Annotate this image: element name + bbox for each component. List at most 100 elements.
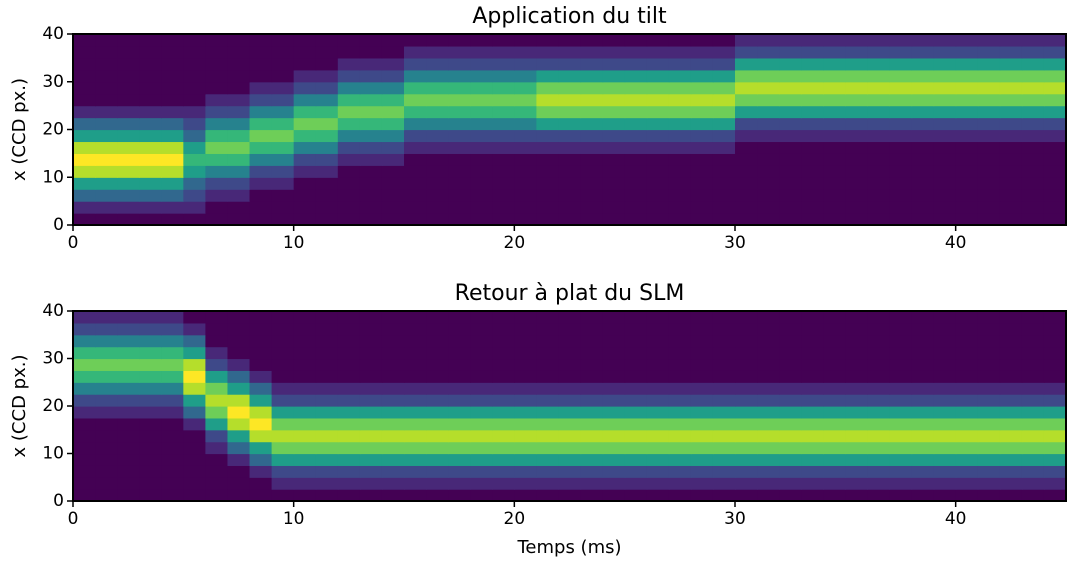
heatmap-cell <box>1021 358 1045 371</box>
heatmap-cell <box>735 382 758 395</box>
heatmap-cell <box>161 69 184 83</box>
heatmap-cell <box>293 465 317 478</box>
heatmap-cell <box>580 213 604 226</box>
heatmap-cell <box>95 489 118 502</box>
heatmap-cell <box>1043 322 1067 336</box>
heatmap-cell <box>448 429 471 443</box>
heatmap-cell <box>867 165 891 178</box>
heatmap-cell <box>668 394 692 407</box>
heatmap-cell <box>624 153 648 166</box>
heatmap-cell <box>359 406 383 419</box>
heatmap-cell <box>404 394 427 407</box>
heatmap-cell <box>381 358 405 371</box>
heatmap-cell <box>249 429 273 443</box>
heatmap-cell <box>117 358 140 371</box>
heatmap-cell <box>227 213 251 226</box>
heatmap-cell <box>580 177 604 190</box>
heatmap-cell <box>73 311 96 324</box>
heatmap-cell <box>337 93 361 107</box>
chart-title: Retour à plat du SLM <box>455 281 685 306</box>
heatmap-cell <box>779 34 802 47</box>
heatmap-cell <box>448 81 471 95</box>
x-tick-label: 0 <box>68 509 79 529</box>
heatmap-cell <box>757 141 780 154</box>
heatmap-cell <box>646 69 670 83</box>
heatmap-cell <box>757 129 780 143</box>
heatmap-cell <box>690 93 714 107</box>
heatmap-cell <box>955 477 979 490</box>
heatmap-cell <box>558 358 582 371</box>
heatmap-cell <box>933 141 957 154</box>
heatmap-cell <box>845 165 868 178</box>
heatmap-cell <box>911 477 935 490</box>
heatmap-cell <box>315 117 339 131</box>
heatmap-cell <box>161 311 184 324</box>
heatmap-cell <box>955 382 979 395</box>
heatmap-cell <box>779 213 802 226</box>
heatmap-cell <box>249 153 273 166</box>
heatmap-cell <box>337 477 361 490</box>
heatmap-cell <box>624 477 648 490</box>
heatmap-cell <box>73 69 96 83</box>
heatmap-cell <box>779 382 802 395</box>
heatmap-cell <box>646 34 670 47</box>
heatmap-cell <box>712 334 736 348</box>
heatmap-cell <box>426 370 449 383</box>
heatmap-cell <box>492 117 515 131</box>
heatmap-cell <box>117 189 140 202</box>
heatmap-cell <box>1021 153 1045 166</box>
heatmap-cell <box>646 322 670 336</box>
heatmap-cell <box>889 201 913 214</box>
heatmap-cell <box>757 105 780 119</box>
heatmap-cell <box>183 417 206 431</box>
heatmap-cell <box>889 45 913 59</box>
heatmap-cell <box>73 489 96 502</box>
heatmap-cell <box>646 465 670 478</box>
heatmap-cell <box>161 117 184 131</box>
heatmap-cell <box>779 489 802 502</box>
heatmap-cell <box>470 382 493 395</box>
heatmap-cell <box>205 370 229 383</box>
heatmap-cell <box>977 189 1001 202</box>
heatmap-cell <box>779 45 802 59</box>
heatmap-cell <box>293 117 317 131</box>
heatmap-cell <box>73 465 96 478</box>
heatmap-cell <box>735 93 758 107</box>
heatmap-cell <box>823 213 846 226</box>
heatmap-cell <box>73 189 96 202</box>
heatmap-cell <box>955 165 979 178</box>
heatmap-cell <box>404 201 427 214</box>
heatmap-cell <box>624 213 648 226</box>
heatmap-cell <box>470 129 493 143</box>
heatmap-cell <box>404 311 427 324</box>
heatmap-cell <box>779 201 802 214</box>
heatmap-cell <box>381 322 405 336</box>
heatmap-cell <box>315 141 339 154</box>
heatmap-cell <box>426 322 449 336</box>
heatmap-cell <box>690 382 714 395</box>
heatmap-cell <box>359 322 383 336</box>
heatmap-cell <box>977 311 1001 324</box>
heatmap-cell <box>95 105 118 119</box>
heatmap-cell <box>271 153 295 166</box>
heatmap-cell <box>492 465 515 478</box>
heatmap-cell <box>823 417 846 431</box>
heatmap-cell <box>359 153 383 166</box>
heatmap-cell <box>1021 394 1045 407</box>
heatmap-cell <box>977 201 1001 214</box>
heatmap-cell <box>426 165 449 178</box>
heatmap-cell <box>580 165 604 178</box>
heatmap-cell <box>514 346 537 360</box>
heatmap-cell <box>867 311 891 324</box>
heatmap-cell <box>690 105 714 119</box>
heatmap-cell <box>933 213 957 226</box>
heatmap-cell <box>558 117 582 131</box>
heatmap-cell <box>867 358 891 371</box>
x-tick-label: 30 <box>724 509 746 529</box>
heatmap-cell <box>227 370 251 383</box>
heatmap-cell <box>404 213 427 226</box>
heatmap-cell <box>977 141 1001 154</box>
heatmap-cell <box>889 477 913 490</box>
heatmap-cell <box>801 334 824 348</box>
heatmap-cell <box>514 105 537 119</box>
